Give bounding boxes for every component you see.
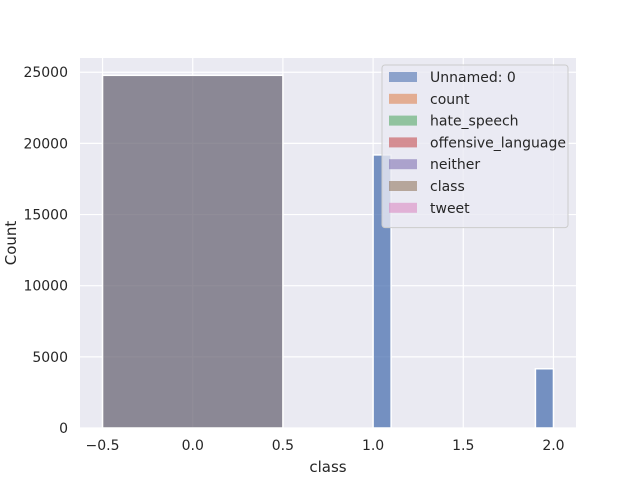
y-tick-label: 20000	[23, 136, 68, 152]
legend-label: class	[430, 179, 465, 195]
legend: Unnamed: 0 count hate_speech offensive_lang…	[381, 64, 569, 229]
legend-swatch	[389, 202, 417, 213]
y-tick-label: 0	[59, 421, 68, 437]
y-axis-label: Count	[2, 221, 20, 266]
y-tick-label: 25000	[23, 65, 68, 81]
legend-label: tweet	[430, 201, 470, 217]
x-tick-label: 2.0	[542, 438, 564, 454]
legend-label: hate_speech	[430, 114, 519, 130]
legend-swatch	[389, 72, 417, 82]
x-tick-label: 0.0	[182, 438, 204, 454]
legend-swatch	[389, 159, 417, 170]
x-tick-label: 0.5	[272, 438, 294, 454]
legend-swatch	[389, 137, 417, 148]
histogram-bar	[101, 74, 284, 429]
y-tick-label: 10000	[23, 279, 68, 295]
y-tick-label: 15000	[23, 208, 68, 224]
legend-swatch	[389, 181, 417, 191]
legend-label: neither	[430, 157, 480, 173]
x-tick-label: −0.5	[86, 438, 120, 454]
legend-label: count	[430, 92, 470, 108]
x-tick-label: 1.5	[452, 438, 474, 454]
y-tick-label: 5000	[32, 350, 68, 366]
legend-swatch	[389, 115, 417, 126]
x-tick-labels: −0.5 0.0 0.5 1.0 1.5 2.0	[86, 438, 565, 454]
x-tick-label: 1.0	[362, 438, 384, 454]
histogram-bar	[534, 368, 555, 429]
legend-box	[381, 64, 569, 229]
legend-swatch	[389, 93, 417, 104]
legend-label: offensive_language	[430, 135, 566, 151]
legend-label: Unnamed: 0	[430, 70, 516, 86]
y-tick-labels: 0 5000 10000 15000 20000 25000	[23, 65, 68, 437]
x-axis-label: class	[309, 458, 346, 476]
